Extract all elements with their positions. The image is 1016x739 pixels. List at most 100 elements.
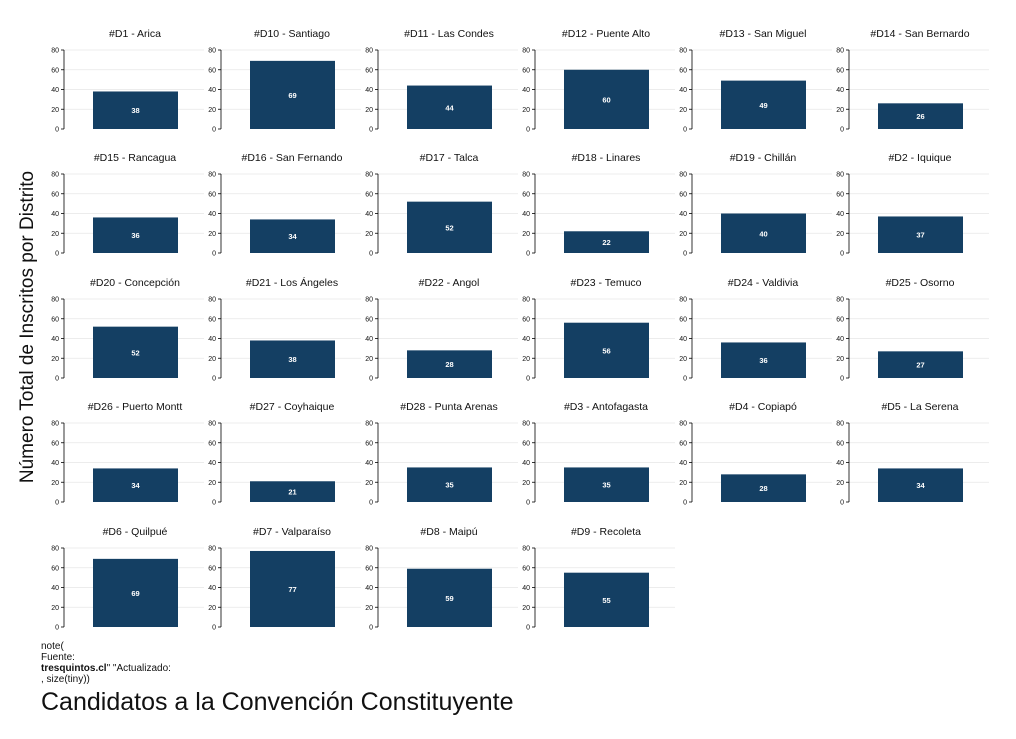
panel-title: #D4 - Copiapó: [729, 401, 797, 413]
y-tick-label: 40: [208, 211, 216, 218]
y-tick-label: 80: [679, 48, 687, 55]
y-tick-label: 20: [365, 605, 373, 612]
panel-title: #D3 - Antofagasta: [564, 401, 648, 413]
y-tick-label: 60: [208, 565, 216, 572]
facet-panel: 0 20 40 60 80 #D27 - Coyhaique 21: [208, 401, 361, 507]
y-tick-label: 60: [522, 67, 530, 74]
panel-title: #D18 - Linares: [572, 152, 641, 164]
y-tick-label: 40: [51, 211, 59, 218]
bar-value-label: 49: [759, 101, 767, 110]
y-tick-label: 80: [836, 48, 844, 55]
facet-panel: 0 20 40 60 80 #D4 - Copiapó 28: [679, 401, 832, 507]
bar: [407, 201, 492, 253]
y-tick-label: 40: [522, 87, 530, 94]
y-tick-label: 80: [836, 421, 844, 428]
y-tick-label: 20: [836, 480, 844, 487]
y-tick-label: 60: [522, 565, 530, 572]
panel-title: #D17 - Talca: [420, 152, 479, 164]
facet-panel: 0 20 40 60 80 #D20 - Concepción 52: [51, 277, 204, 383]
y-tick-label: 60: [208, 440, 216, 447]
facet-panel: 0 20 40 60 80 #D18 - Linares 22: [522, 152, 675, 258]
bar: [93, 468, 178, 502]
y-tick-label: 80: [51, 546, 59, 553]
y-tick-label: 40: [522, 585, 530, 592]
y-tick-label: 20: [679, 480, 687, 487]
y-tick-label: 0: [369, 127, 373, 134]
y-tick-label: 60: [522, 316, 530, 323]
bar: [250, 219, 335, 253]
y-tick-label: 20: [208, 107, 216, 114]
bar-value-label: 37: [916, 231, 924, 240]
y-tick-label: 60: [51, 565, 59, 572]
panel-title: #D5 - La Serena: [881, 401, 958, 413]
panel-title: #D12 - Puente Alto: [562, 28, 650, 40]
facet-panel: 0 20 40 60 80 #D19 - Chillán 40: [679, 152, 832, 258]
panel-title: #D2 - Iquique: [888, 152, 951, 164]
y-tick-label: 60: [679, 191, 687, 198]
note-line-3: tresquintos.cl" "Actualizado:: [41, 663, 171, 674]
bar-value-label: 35: [602, 481, 610, 490]
bar-value-label: 28: [445, 360, 453, 369]
bar-value-label: 27: [916, 361, 924, 370]
y-tick-label: 80: [836, 297, 844, 304]
y-tick-label: 20: [836, 356, 844, 363]
facet-panel: 0 20 40 60 80 #D16 - San Fernando 34: [208, 152, 361, 258]
panel-title: #D15 - Rancagua: [94, 152, 176, 164]
y-tick-label: 60: [365, 440, 373, 447]
y-tick-label: 20: [208, 356, 216, 363]
bar: [878, 103, 963, 129]
y-tick-label: 80: [51, 297, 59, 304]
y-tick-label: 80: [679, 172, 687, 179]
y-tick-label: 20: [679, 356, 687, 363]
y-tick-label: 40: [208, 460, 216, 467]
y-tick-label: 0: [683, 376, 687, 383]
facet-panel: 0 20 40 60 80 #D24 - Valdivia 36: [679, 277, 832, 383]
y-tick-label: 20: [51, 107, 59, 114]
panel-title: #D28 - Punta Arenas: [400, 401, 497, 413]
panel-title: #D27 - Coyhaique: [250, 401, 335, 413]
y-tick-label: 40: [365, 211, 373, 218]
y-tick-label: 40: [51, 336, 59, 343]
y-tick-label: 20: [679, 107, 687, 114]
facet-panel: 0 20 40 60 80 #D11 - Las Condes 44: [365, 28, 518, 134]
y-tick-label: 0: [369, 376, 373, 383]
note-line-4: , size(tiny)): [41, 674, 90, 685]
y-tick-label: 20: [679, 231, 687, 238]
y-tick-label: 80: [836, 172, 844, 179]
y-tick-label: 40: [51, 87, 59, 94]
y-tick-label: 60: [51, 316, 59, 323]
y-tick-label: 20: [208, 480, 216, 487]
y-tick-label: 80: [522, 546, 530, 553]
facet-panel: 0 20 40 60 80 #D12 - Puente Alto 60: [522, 28, 675, 134]
y-tick-label: 40: [679, 336, 687, 343]
panel-title: #D26 - Puerto Montt: [88, 401, 183, 413]
panel-title: #D21 - Los Ángeles: [246, 276, 338, 289]
y-tick-label: 60: [836, 440, 844, 447]
y-tick-label: 60: [365, 565, 373, 572]
panels: 0 20 40 60 80 #D1 - Arica 38 0 20 40 60 80 #D10 - Sa…: [51, 28, 989, 632]
bar-value-label: 69: [131, 589, 139, 598]
panel-title: #D6 - Quilpué: [103, 526, 168, 538]
bar: [407, 350, 492, 378]
facet-panel: 0 20 40 60 80 #D25 - Osorno 27: [836, 277, 989, 383]
bar-value-label: 34: [288, 232, 297, 241]
panel-title: #D13 - San Miguel: [720, 28, 807, 40]
facet-panel: 0 20 40 60 80 #D26 - Puerto Montt 34: [51, 401, 204, 507]
y-tick-label: 60: [208, 67, 216, 74]
y-tick-label: 0: [55, 500, 59, 507]
panel-title: #D1 - Arica: [109, 28, 161, 40]
y-tick-label: 60: [365, 191, 373, 198]
y-tick-label: 0: [212, 376, 216, 383]
y-axis-label: Número Total de Inscritos por Distrito: [17, 171, 38, 483]
bar: [250, 481, 335, 502]
facet-panel: 0 20 40 60 80 #D23 - Temuco 56: [522, 277, 675, 383]
bar: [564, 572, 649, 627]
y-tick-label: 0: [369, 625, 373, 632]
y-tick-label: 0: [55, 376, 59, 383]
bar-value-label: 77: [288, 585, 296, 594]
y-tick-label: 20: [365, 356, 373, 363]
facet-panel: 0 20 40 60 80 #D1 - Arica 38: [51, 28, 204, 134]
bar-value-label: 35: [445, 481, 453, 490]
y-tick-label: 0: [526, 251, 530, 258]
